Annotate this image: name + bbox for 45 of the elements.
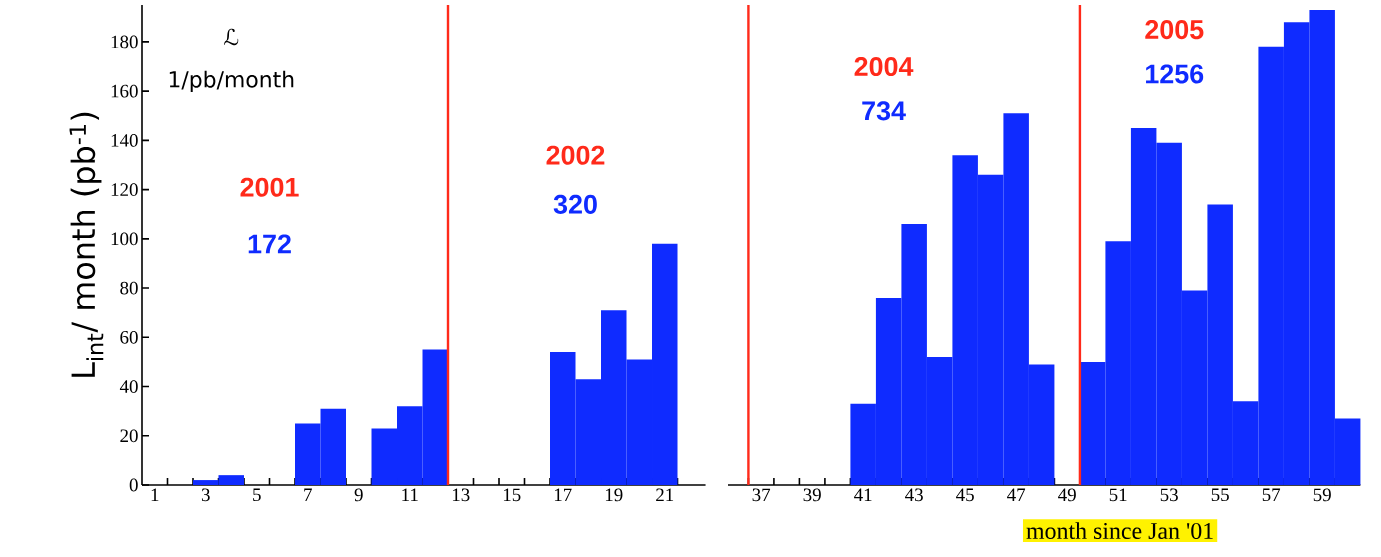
x-tick-label: 57	[1262, 488, 1281, 502]
annotation: 320	[553, 194, 597, 214]
x-tick-label: 17	[554, 488, 572, 502]
y-tick-label: 180	[111, 35, 138, 49]
x-tick-label: 9	[354, 488, 363, 502]
x-tick-label: 3	[201, 488, 210, 502]
y-tick-label: 120	[111, 183, 138, 196]
y-tick-label: 100	[111, 232, 138, 246]
annotation: ℒ	[224, 28, 239, 46]
y-tick-label: 80	[120, 281, 138, 295]
y-axis-title: L$_{int}$/ month (pb$^{-1}$)	[69, 112, 104, 377]
x-tick-label: 47	[1007, 488, 1026, 501]
x-tick-label: 13	[452, 488, 470, 502]
x-tick-label: 45	[956, 488, 974, 502]
x-axis-title: month since Jan '01	[1026, 522, 1213, 540]
y-tick-label: 160	[111, 84, 138, 98]
x-tick-label: 53	[1160, 488, 1178, 502]
y-tick-label: 40	[119, 380, 138, 393]
y-tick-label: 60	[120, 330, 138, 344]
y-tick-label: 140	[111, 134, 138, 147]
annotation: 1/pb/month	[169, 70, 294, 92]
x-tick-label: 7	[304, 488, 312, 501]
annotation: 2005	[1145, 20, 1204, 40]
annotation: 2001	[240, 177, 299, 197]
x-tick-label: 1	[151, 488, 159, 502]
x-tick-label: 11	[402, 488, 418, 502]
x-tick-label: 41	[854, 488, 872, 502]
x-tick-label: 49	[1058, 488, 1076, 502]
x-tick-label: 37	[752, 488, 771, 502]
annotation: 2004	[854, 57, 914, 77]
x-tick-label: 5	[253, 488, 261, 502]
x-tick-label: 59	[1313, 488, 1331, 502]
x-tick-label: 43	[905, 488, 923, 502]
y-tick-label: 20	[120, 429, 138, 443]
x-tick-label: 55	[1211, 488, 1229, 502]
annotation: 172	[248, 234, 291, 254]
x-tick-label: 19	[605, 488, 623, 502]
x-tick-label: 21	[656, 488, 674, 502]
annotation: 2002	[546, 145, 605, 165]
y-tick-label: 0	[129, 478, 138, 492]
x-tick-label: 51	[1109, 488, 1127, 502]
annotation: 734	[862, 101, 906, 121]
x-tick-label: 39	[803, 488, 821, 502]
annotation: 1256	[1146, 64, 1204, 84]
x-tick-label: 15	[503, 488, 521, 502]
